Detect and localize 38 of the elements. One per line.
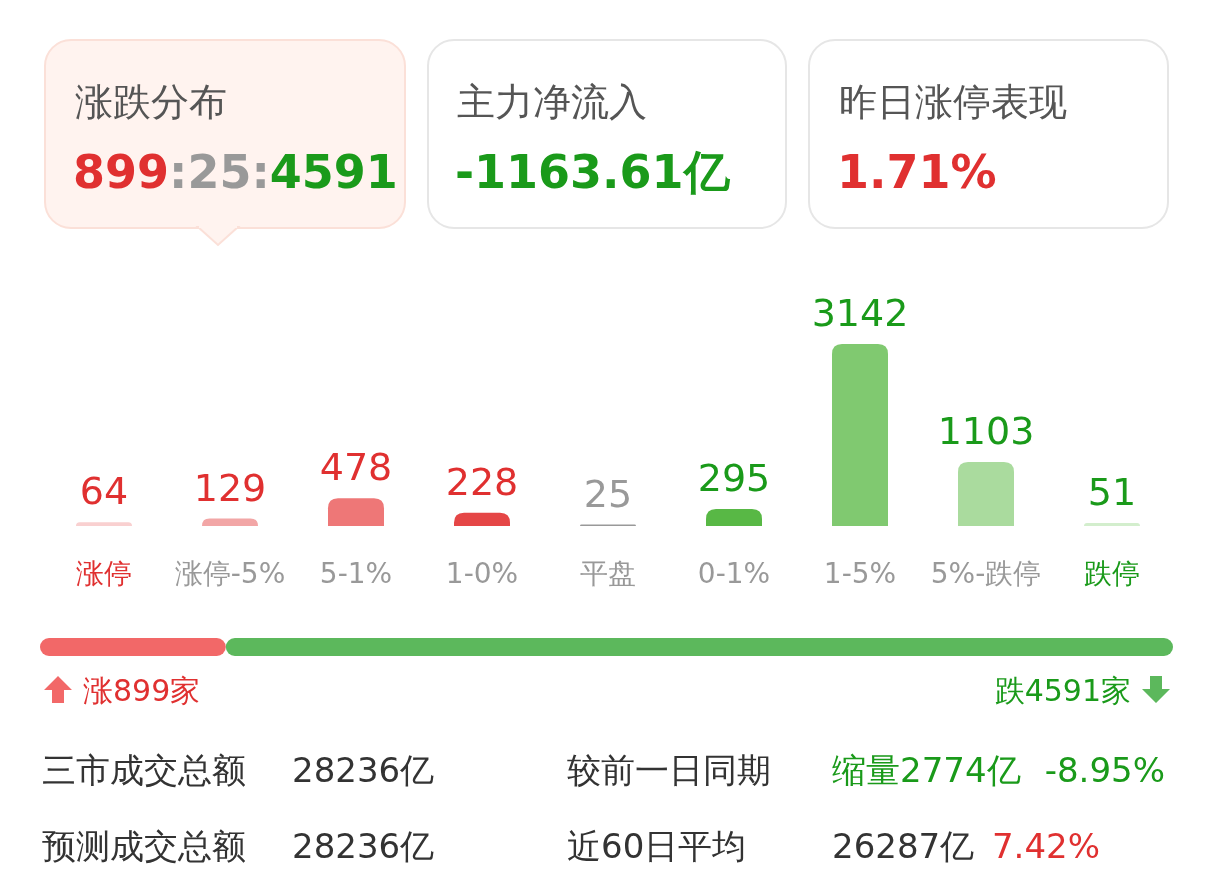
data-label: 3142 <box>811 291 909 335</box>
text: 近60日平均 <box>567 826 747 866</box>
text: -1163.61亿 <box>455 145 731 199</box>
x-tick-label: 1-0% <box>445 557 519 590</box>
data-label: 1103 <box>937 409 1035 454</box>
x-tick-label: 0-1% <box>697 557 771 590</box>
text: 涨899家 <box>83 673 201 708</box>
text: 主力净流入 <box>457 80 647 124</box>
text: 28236亿 <box>292 750 435 790</box>
x-tick-label: 跌停 <box>1084 557 1140 590</box>
x-tick-label: 1-5% <box>823 557 897 590</box>
data-label: 129 <box>193 465 267 510</box>
text: 4591 <box>269 145 398 199</box>
text: 昨日涨停表现 <box>839 80 1067 124</box>
data-label: 478 <box>319 445 393 490</box>
text: :25: <box>169 145 270 199</box>
text: 28236亿 <box>292 826 435 866</box>
text: 缩量2774亿 <box>832 750 1021 790</box>
data-label: 25 <box>583 471 633 516</box>
text: 涨跌分布 <box>75 80 227 124</box>
data-label: 228 <box>445 459 519 504</box>
text: 较前一日同期 <box>567 750 771 790</box>
data-label: 64 <box>79 469 129 514</box>
text: 1.71% <box>837 145 997 199</box>
text: 26287亿 <box>832 826 975 866</box>
text: 7.42% <box>991 826 1100 866</box>
data-label: 295 <box>697 455 771 500</box>
x-tick-label: 5%-跌停 <box>930 557 1042 590</box>
text: 三市成交总额 <box>42 750 246 790</box>
x-tick-label: 涨停-5% <box>174 557 286 590</box>
text: -8.95% <box>1044 750 1165 790</box>
text: 跌4591家 <box>994 673 1131 708</box>
x-tick-label: 涨停 <box>76 557 132 590</box>
text: 预测成交总额 <box>42 826 246 866</box>
x-tick-label: 5-1% <box>319 557 393 590</box>
x-tick-label: 平盘 <box>580 557 636 590</box>
data-label: 51 <box>1087 470 1137 515</box>
text: 899 <box>73 145 170 199</box>
